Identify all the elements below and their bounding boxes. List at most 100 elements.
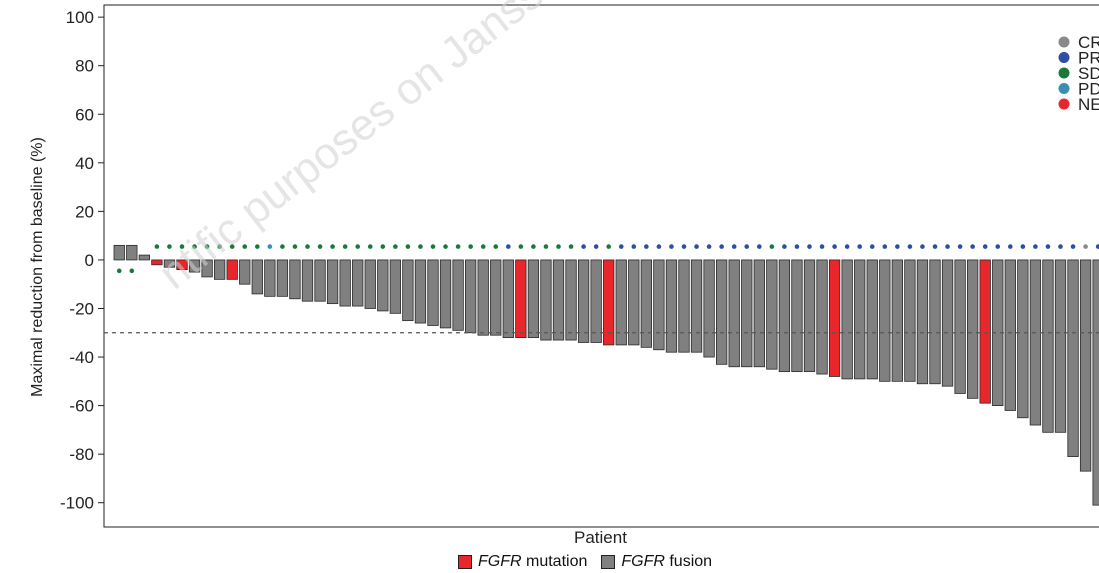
response-dot [769, 244, 775, 249]
response-dot [217, 244, 222, 249]
bar [364, 259, 376, 309]
bar [879, 259, 891, 382]
response-dot [242, 244, 248, 249]
bar [490, 259, 502, 336]
bar [766, 259, 778, 370]
response-dot [229, 244, 235, 249]
response-dot [932, 244, 938, 249]
bar [954, 259, 966, 394]
y-tick-label: -20 [69, 299, 94, 318]
response-dot [468, 244, 473, 249]
bar [540, 259, 552, 341]
bar [716, 259, 728, 365]
bar [803, 259, 816, 373]
response-dot [681, 244, 687, 249]
bar [552, 259, 565, 341]
bar [527, 259, 540, 339]
bar [603, 259, 615, 346]
bar [1042, 259, 1054, 433]
bar [126, 244, 138, 261]
bar [201, 259, 213, 278]
response-dot [631, 244, 637, 249]
response-dot [342, 244, 348, 249]
bar [967, 259, 979, 399]
response-dot [568, 244, 574, 249]
bar [452, 259, 464, 331]
bar [565, 259, 577, 341]
response-dot [292, 244, 298, 249]
bar [916, 259, 929, 385]
response-dot [656, 244, 662, 249]
bar [477, 259, 489, 336]
y-tick-label: 100 [66, 8, 94, 27]
response-dot [782, 244, 787, 249]
response-dot [179, 244, 185, 249]
bar [352, 259, 364, 307]
bar [665, 259, 678, 353]
bar [439, 259, 452, 329]
bar [1067, 259, 1079, 457]
legend-label-pr: PR [1078, 49, 1099, 68]
bar [904, 259, 916, 382]
bar [1017, 259, 1029, 419]
bar [628, 259, 640, 346]
bar [464, 259, 477, 334]
y-tick-label: 20 [75, 202, 94, 221]
response-dot [1045, 244, 1051, 249]
response-dot [393, 244, 398, 249]
legend-dot-ne [1058, 98, 1070, 110]
response-dot [907, 244, 913, 249]
response-dot [706, 244, 712, 249]
response-dot [493, 244, 499, 249]
legend-dot-sd [1058, 67, 1070, 79]
response-dot [430, 244, 436, 249]
bar [427, 259, 439, 326]
legend-dot-pd [1058, 83, 1070, 94]
response-dot [167, 244, 172, 249]
response-dot [832, 244, 837, 249]
bar [979, 259, 991, 404]
response-dot [1058, 244, 1063, 249]
fusion-swatch [601, 555, 616, 569]
response-dot [518, 244, 524, 249]
response-dot [606, 244, 611, 249]
response-dot [757, 244, 762, 249]
bar [213, 259, 226, 280]
response-dot [455, 244, 461, 249]
response-dot [154, 244, 160, 249]
response-dot [807, 244, 812, 249]
response-dot [970, 244, 975, 249]
response-dot [857, 244, 862, 249]
bar [653, 259, 665, 351]
bar [151, 259, 163, 266]
y-tick-label: 60 [75, 105, 94, 124]
mutation-swatch [458, 555, 472, 569]
bar [753, 259, 765, 368]
response-dot [731, 244, 737, 249]
y-tick-label: 0 [85, 251, 94, 270]
legend-label-cr: CR [1078, 33, 1099, 52]
response-dot [355, 244, 361, 249]
legend-dot-pr [1058, 52, 1070, 63]
response-dot [869, 244, 875, 249]
legend-label-ne: NE [1078, 95, 1099, 114]
bar [414, 259, 427, 324]
response-dot [995, 244, 1001, 249]
response-dot [844, 244, 850, 249]
y-tick-label: -100 [60, 494, 94, 513]
y-axis-label: Maximal reduction from baseline (%) [28, 137, 46, 397]
response-dot [694, 244, 699, 249]
response-dot [204, 244, 210, 249]
y-tick-label: 40 [75, 154, 94, 173]
response-dot [405, 244, 411, 249]
bar [188, 259, 201, 273]
fusion-legend-label: FGFR fusion [621, 553, 713, 570]
bar [515, 259, 527, 339]
response-dot [794, 244, 800, 249]
bar [816, 259, 828, 375]
bar [251, 259, 263, 295]
bar [941, 259, 954, 387]
response-dot [192, 244, 197, 249]
bar [402, 259, 414, 322]
